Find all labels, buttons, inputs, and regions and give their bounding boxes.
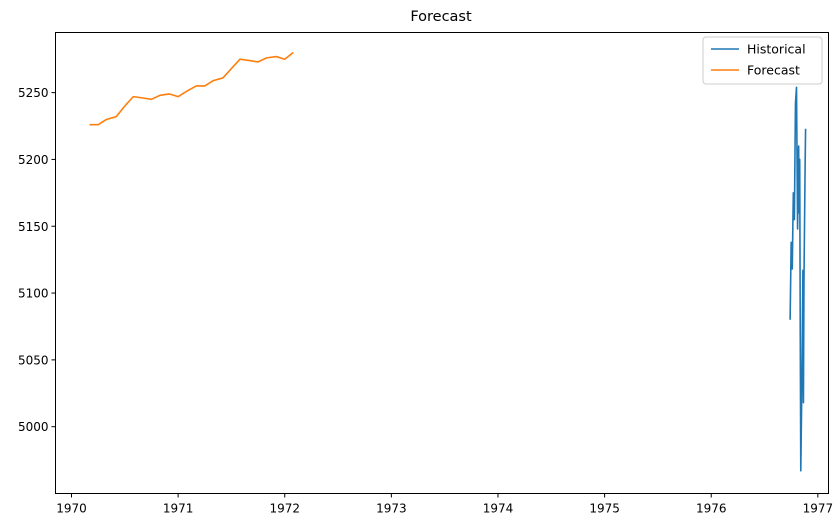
x-tick-label: 1976 [696, 502, 727, 516]
series-lines [89, 51, 807, 472]
y-tick-label: 5100 [18, 287, 49, 301]
y-axis: 5000 5050 5100 5150 5200 5250 [18, 86, 56, 434]
chart-title: Forecast [410, 9, 472, 25]
x-tick-label: 1974 [483, 502, 514, 516]
y-tick-label: 5000 [18, 420, 49, 434]
x-tick-label: 1975 [589, 502, 620, 516]
x-tick-label: 1973 [376, 502, 407, 516]
x-axis: 1970 1971 1972 1973 1974 1975 1976 1977 [56, 493, 834, 516]
x-tick-label: 1977 [803, 502, 834, 516]
x-tick-label: 1971 [163, 502, 194, 516]
series-line-forecast [89, 51, 294, 126]
plot-frame [55, 32, 829, 494]
x-tick-label: 1972 [269, 502, 300, 516]
series-line-historical [789, 86, 807, 472]
legend: Historical Forecast [702, 36, 823, 85]
legend-label-historical: Historical [747, 42, 806, 57]
y-tick-label: 5150 [18, 220, 49, 234]
y-tick-label: 5250 [18, 86, 49, 100]
y-tick-label: 5200 [18, 153, 49, 167]
x-tick-label: 1970 [56, 502, 87, 516]
y-tick-label: 5050 [18, 353, 49, 367]
legend-label-forecast: Forecast [747, 63, 800, 78]
